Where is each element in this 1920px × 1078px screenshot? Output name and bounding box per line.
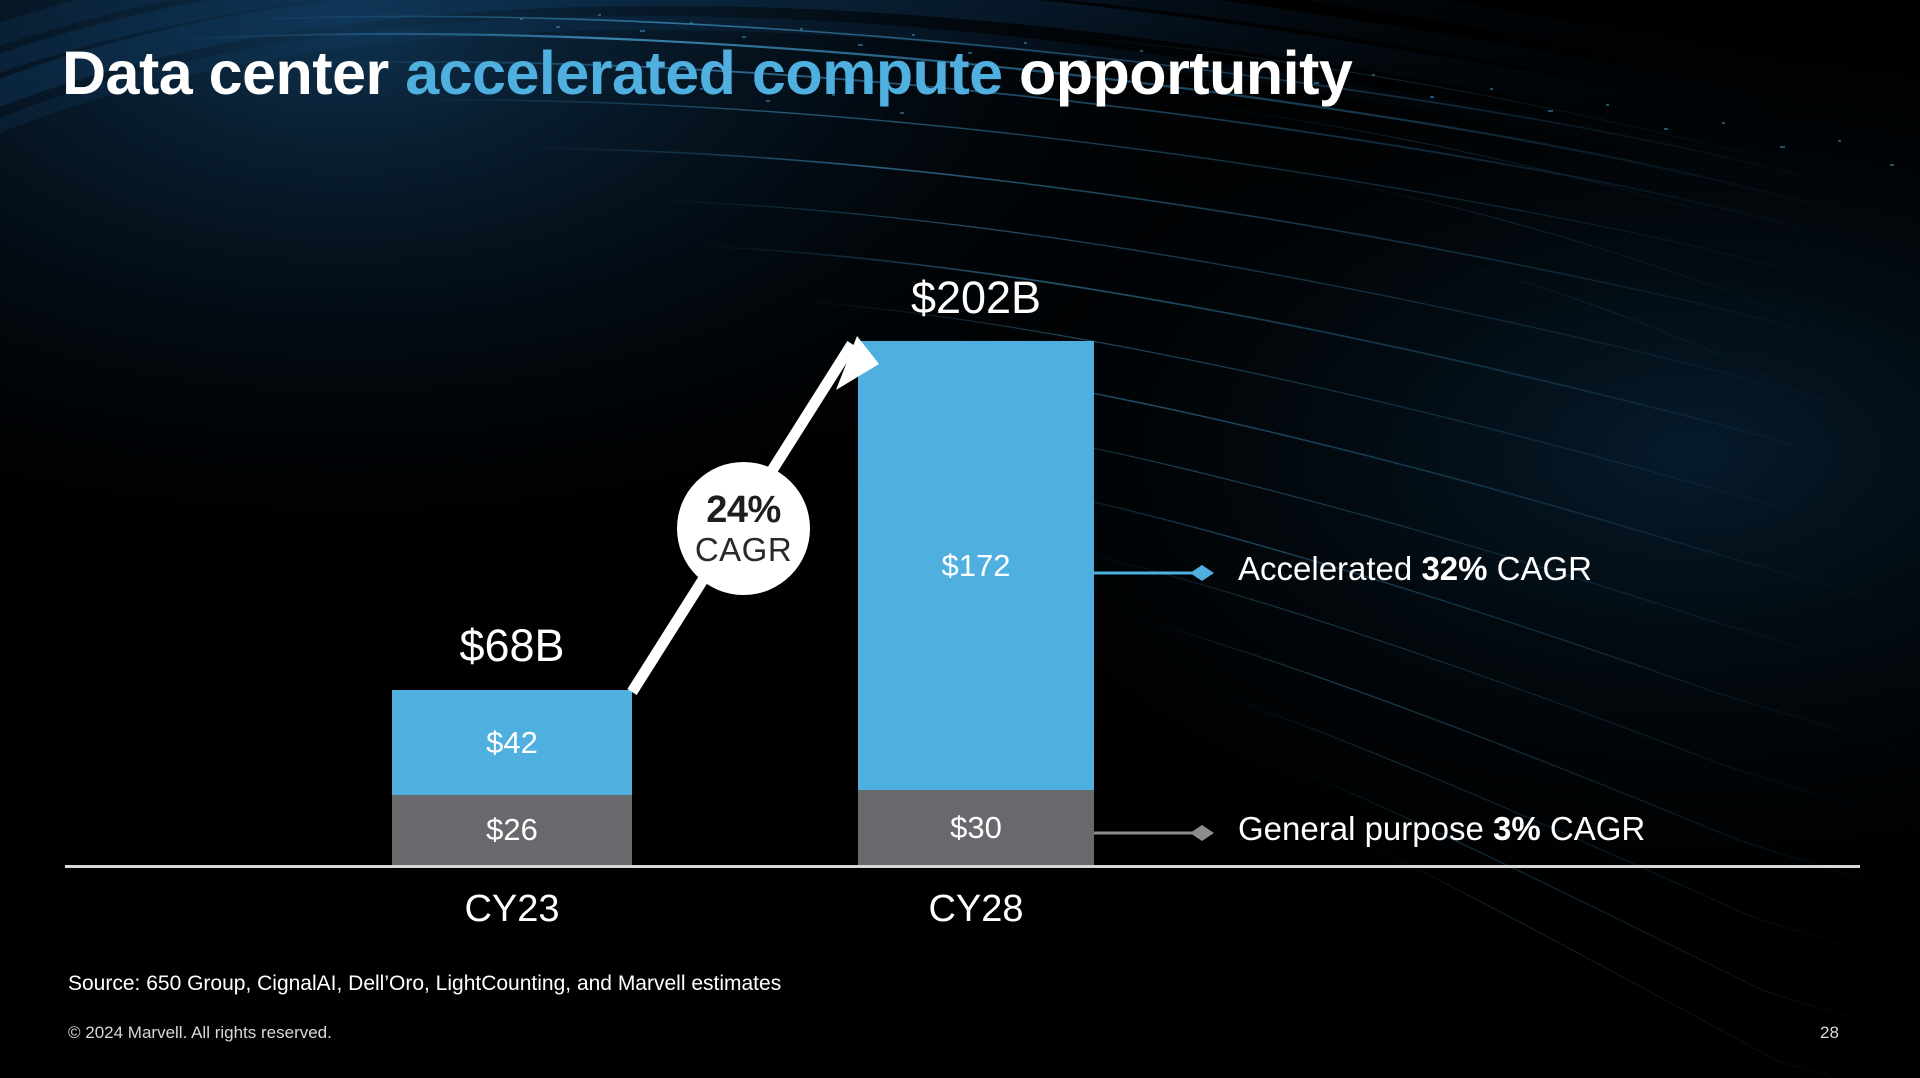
bar-segment-cy28-accelerated[interactable]: $172 (858, 341, 1094, 790)
bar-segment-cy28-general[interactable]: $30 (858, 790, 1094, 865)
cagr-badge-percent: 24% (706, 489, 781, 531)
bar-segment-label: $42 (486, 724, 538, 760)
page-number: 28 (1820, 1023, 1839, 1042)
category-label-cy28: CY28 (928, 888, 1024, 930)
title-accent: accelerated compute (405, 39, 1003, 107)
title-part-1: Data center (62, 39, 406, 107)
bar-segment-cy23-accelerated[interactable]: $42 (392, 690, 632, 795)
callout-general-post: CAGR (1540, 810, 1646, 847)
callout-general-pre: General purpose (1238, 810, 1493, 847)
category-label-cy23: CY23 (464, 888, 560, 930)
callout-connector-general (1094, 825, 1214, 841)
copyright-note: © 2024 Marvell. All rights reserved. (68, 1023, 332, 1042)
bar-segment-cy23-general[interactable]: $26 (392, 795, 632, 865)
callout-accelerated-value: 32% (1421, 550, 1488, 587)
title-part-2: opportunity (1002, 39, 1353, 107)
cagr-badge: 24% CAGR (677, 462, 810, 595)
bar-total-cy28: $202B (910, 272, 1042, 323)
callout-general-purpose: General purpose 3% CAGR (1238, 810, 1645, 848)
bar-segment-label: $172 (941, 547, 1011, 583)
axis-baseline (65, 865, 1860, 868)
bar-total-cy23: $68B (459, 620, 565, 671)
cagr-badge-label: CAGR (694, 531, 793, 568)
source-note: Source: 650 Group, CignalAI, Dell’Oro, L… (68, 972, 782, 995)
bar-segment-label: $30 (950, 809, 1002, 845)
callout-connector-accelerated (1094, 565, 1214, 581)
callout-accelerated-post: CAGR (1487, 550, 1593, 587)
callout-accelerated-pre: Accelerated (1238, 550, 1422, 587)
page-title: Data center accelerated compute opportun… (62, 38, 1353, 108)
bar-segment-label: $26 (486, 812, 538, 847)
callout-general-value: 3% (1493, 810, 1541, 847)
callout-accelerated: Accelerated 32% CAGR (1238, 550, 1592, 588)
